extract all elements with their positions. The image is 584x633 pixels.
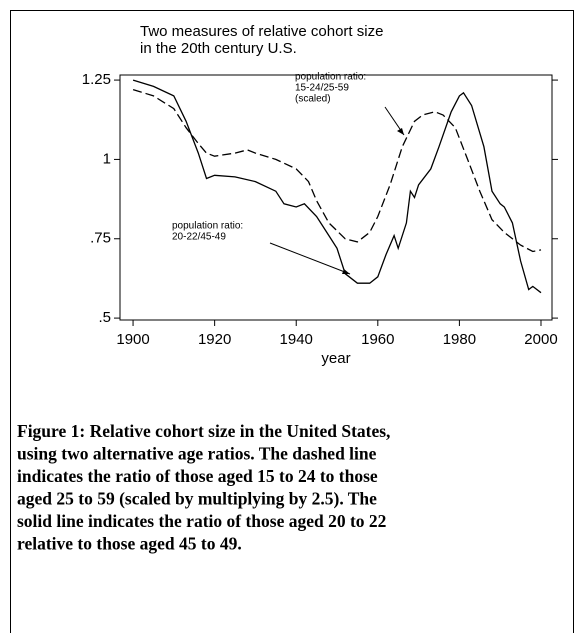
y-tick-label: .75 (90, 230, 111, 247)
x-tick-label: 2000 (524, 331, 557, 348)
annotation: population ratio: (172, 221, 243, 232)
annotation: 15-24/25-59 (295, 83, 349, 94)
x-tick-label: 1960 (361, 331, 394, 348)
arrow-head (397, 128, 404, 135)
x-tick-label: 1900 (116, 331, 149, 348)
data-line (132, 79, 542, 294)
annotation: 20-22/45-49 (172, 232, 226, 243)
annotation-arrow (269, 242, 351, 275)
y-tick-label: .5 (98, 309, 111, 326)
data-line (132, 88, 542, 253)
annotation: (scaled) (295, 94, 331, 105)
arrow-head (342, 269, 350, 274)
x-axis-label: year (321, 350, 350, 367)
y-tick-label: 1.25 (82, 71, 111, 88)
caption: Figure 1: Relative cohort size in the Un… (17, 421, 390, 441)
frame (10, 10, 574, 633)
caption: solid line indicates the ratio of those … (17, 511, 386, 531)
x-tick-label: 1940 (280, 331, 313, 348)
caption: indicates the ratio of those aged 15 to … (17, 466, 378, 486)
chart-title: in the 20th century U.S. (140, 40, 297, 57)
x-tick-label: 1920 (198, 331, 231, 348)
y-tick-label: 1 (103, 150, 111, 167)
caption: relative to those aged 45 to 49. (17, 534, 242, 554)
plot-frame (119, 74, 553, 321)
chart-title: Two measures of relative cohort size (140, 23, 383, 40)
x-tick-label: 1980 (443, 331, 476, 348)
caption: aged 25 to 59 (scaled by multiplying by … (17, 489, 377, 509)
annotation: population ratio: (295, 72, 366, 83)
caption: using two alternative age ratios. The da… (17, 444, 377, 464)
